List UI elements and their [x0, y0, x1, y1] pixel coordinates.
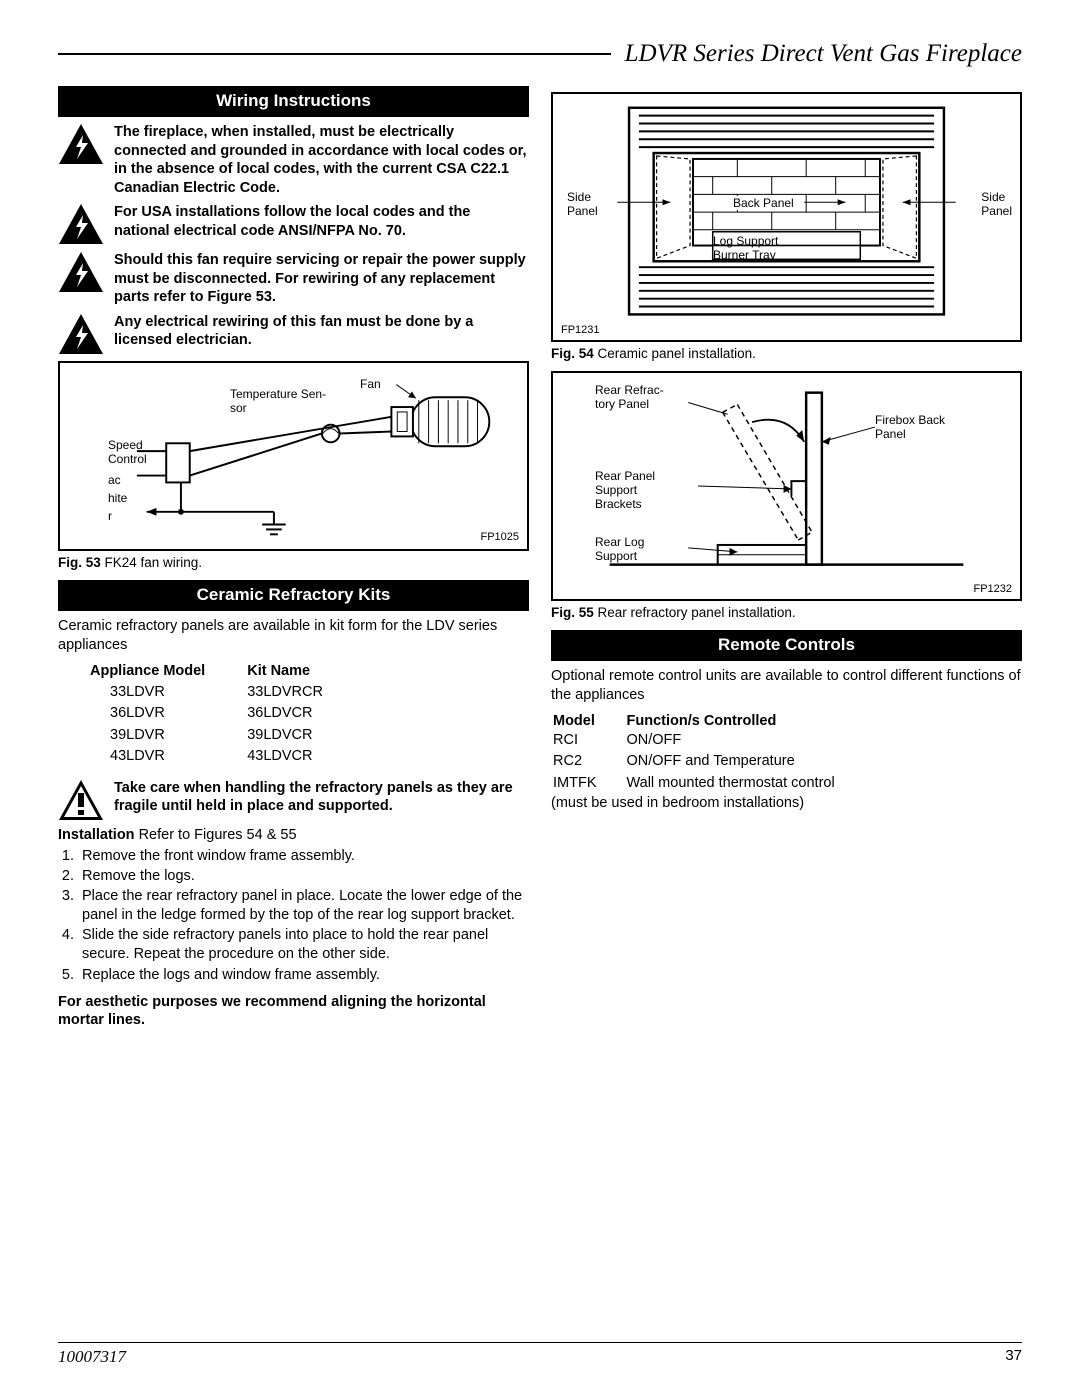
- remote-note: (must be used in bedroom installations): [551, 795, 1022, 811]
- fig53-code: FP1025: [480, 531, 519, 543]
- table-row: 36LDVR36LDVCR: [90, 704, 363, 724]
- electric-warning-icon: [58, 251, 104, 293]
- caution-icon: [58, 779, 104, 821]
- fig54-label-burner: Burner Tray: [713, 248, 776, 262]
- table-row: 39LDVR39LDVCR: [90, 726, 363, 746]
- list-item: Remove the logs.: [78, 867, 529, 886]
- ceramic-intro: Ceramic refractory panels are available …: [58, 617, 529, 655]
- install-steps: Remove the front window frame assembly. …: [78, 847, 529, 985]
- fig53-label-ac: ac: [108, 473, 121, 487]
- fig54-code: FP1231: [561, 324, 600, 336]
- fig54-label-log: Log Support: [713, 234, 778, 248]
- warning-item: Should this fan require servicing or rep…: [58, 251, 529, 307]
- fig55-label-firebox: Firebox Back Panel: [875, 413, 945, 441]
- doc-number: 10007317: [58, 1347, 126, 1367]
- page-number: 37: [1005, 1347, 1022, 1367]
- header-rule: [58, 53, 611, 55]
- fig54-label-side-r: Side Panel: [981, 190, 1012, 218]
- fig53-caption: Fig. 53 FK24 fan wiring.: [58, 555, 529, 570]
- list-item: Place the rear refractory panel in place…: [78, 887, 529, 925]
- warning-item: For USA installations follow the local c…: [58, 203, 529, 245]
- remote-intro: Optional remote control units are availa…: [551, 667, 1022, 705]
- fig55-label-rear-refrac: Rear Refrac- tory Panel: [595, 383, 664, 411]
- fig53-label-speed: Speed Control: [108, 438, 147, 466]
- warning-text: Take care when handling the refractory p…: [114, 779, 529, 821]
- page-footer: 10007317 37: [58, 1342, 1022, 1367]
- list-item: Replace the logs and window frame assemb…: [78, 966, 529, 985]
- fig55-caption: Fig. 55 Rear refractory panel installati…: [551, 605, 1022, 620]
- installation-ref: Installation Refer to Figures 54 & 55: [58, 827, 529, 843]
- fig53-label-hite: hite: [108, 491, 127, 505]
- right-column: Side Panel Side Panel Back Panel Log Sup…: [551, 86, 1022, 1030]
- remote-th-model: Model: [553, 713, 625, 729]
- fig54-label-back: Back Panel: [731, 196, 796, 210]
- kit-th-name: Kit Name: [247, 663, 363, 681]
- table-row: RCION/OFF: [553, 731, 863, 751]
- warning-item: Any electrical rewiring of this fan must…: [58, 313, 529, 355]
- table-row: 33LDVR33LDVRCR: [90, 683, 363, 703]
- fig55-label-support: Rear Panel Support Brackets: [595, 469, 655, 511]
- fig55-code: FP1232: [973, 583, 1012, 595]
- remote-table: ModelFunction/s Controlled RCION/OFF RC2…: [551, 711, 865, 796]
- kit-table: Appliance ModelKit Name 33LDVR33LDVRCR 3…: [88, 661, 365, 769]
- fig53-label-r: r: [108, 509, 112, 523]
- electric-warning-icon: [58, 313, 104, 355]
- wiring-heading: Wiring Instructions: [58, 86, 529, 117]
- ceramic-heading: Ceramic Refractory Kits: [58, 580, 529, 611]
- table-row: IMTFKWall mounted thermostat control: [553, 774, 863, 794]
- warning-text: The fireplace, when installed, must be e…: [114, 123, 529, 197]
- warning-text: Any electrical rewiring of this fan must…: [114, 313, 529, 355]
- warning-text: Should this fan require servicing or rep…: [114, 251, 529, 307]
- table-row: 43LDVR43LDVCR: [90, 747, 363, 767]
- list-item: Remove the front window frame assembly.: [78, 847, 529, 866]
- document-title: LDVR Series Direct Vent Gas Fireplace: [611, 40, 1022, 68]
- fig54-label-side-l: Side Panel: [567, 190, 598, 218]
- remote-th-func: Function/s Controlled: [627, 713, 863, 729]
- left-column: Wiring Instructions The fireplace, when …: [58, 86, 529, 1030]
- content-columns: Wiring Instructions The fireplace, when …: [58, 86, 1022, 1030]
- table-row: RC2ON/OFF and Temperature: [553, 752, 863, 772]
- fig55-label-log: Rear Log Support: [595, 535, 644, 563]
- warning-item: Take care when handling the refractory p…: [58, 779, 529, 821]
- fig53-label-temp: Temperature Sen- sor: [230, 387, 326, 415]
- fig54-diagram: Side Panel Side Panel Back Panel Log Sup…: [551, 92, 1022, 342]
- ceramic-panel-svg: [553, 94, 1020, 340]
- fig54-caption: Fig. 54 Ceramic panel installation.: [551, 346, 1022, 361]
- warning-text: For USA installations follow the local c…: [114, 203, 529, 245]
- list-item: Slide the side refractory panels into pl…: [78, 926, 529, 964]
- aesthetic-note: For aesthetic purposes we recommend alig…: [58, 993, 529, 1031]
- electric-warning-icon: [58, 203, 104, 245]
- electric-warning-icon: [58, 123, 104, 165]
- remote-heading: Remote Controls: [551, 630, 1022, 661]
- fig53-diagram: Fan Temperature Sen- sor Speed Control a…: [58, 361, 529, 551]
- warning-item: The fireplace, when installed, must be e…: [58, 123, 529, 197]
- fig53-label-fan: Fan: [360, 377, 381, 391]
- fig55-diagram: Rear Refrac- tory Panel Firebox Back Pan…: [551, 371, 1022, 601]
- kit-th-model: Appliance Model: [90, 663, 245, 681]
- page-header: LDVR Series Direct Vent Gas Fireplace: [58, 40, 1022, 68]
